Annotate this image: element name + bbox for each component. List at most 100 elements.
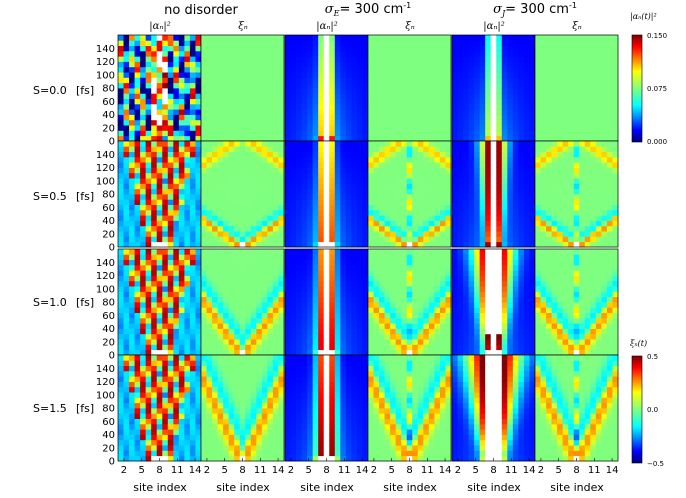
heatmap-cell [285,339,291,345]
heatmap-cell [606,93,613,99]
heatmap-cell [584,93,591,99]
heatmap-cell [452,280,458,287]
heatmap-cell [557,56,564,62]
heatmap-cell [318,280,325,287]
heatmap-cell [129,50,135,57]
heatmap-cell [584,209,591,216]
heatmap-cell [356,45,363,52]
heatmap-cell [261,167,268,174]
heatmap-cell [362,296,369,303]
heatmap-cell [267,264,274,271]
heatmap-cell [390,317,397,324]
heatmap-cell [423,183,430,190]
heatmap-cell [518,56,525,62]
heatmap-cell [312,344,319,351]
heatmap-cell [184,194,191,200]
heatmap-cell [307,88,314,94]
heatmap-cell [323,264,330,271]
heatmap-cell [612,183,619,190]
heatmap-cell [184,66,191,73]
heatmap-cell [195,280,202,287]
heatmap-cell [261,312,268,319]
heatmap-cell [428,141,435,147]
heatmap-cell [439,204,446,211]
heatmap-cell [307,259,314,266]
heatmap-cell [285,172,291,179]
heatmap-cell [217,259,224,266]
heatmap-cell [178,249,185,255]
heatmap-cell [301,236,308,243]
heatmap-cell [439,119,446,126]
panel-frame [367,140,452,248]
heatmap-cell [189,254,196,260]
heatmap-cell [296,349,302,356]
heatmap-cell [379,114,385,121]
heatmap-cell [557,45,564,52]
heatmap-cell [296,249,302,255]
heatmap-cell [573,88,580,94]
heatmap-cell [546,93,552,99]
heatmap-cell [329,209,336,216]
heatmap-cell [445,317,452,324]
heatmap-cell [206,61,213,68]
heatmap-cell [379,220,385,227]
heatmap-cell [345,291,352,298]
heatmap-cell [463,119,469,126]
heatmap-cell [412,178,419,184]
heatmap-cell [134,135,141,142]
heatmap-cell [390,77,397,84]
heatmap-cell [579,135,586,142]
heatmap-cell [307,231,314,237]
heatmap-cell [234,296,241,303]
heatmap-cell [384,236,391,243]
heatmap-cell [457,307,464,313]
heatmap-cell [267,66,274,73]
heatmap-cell [334,77,341,84]
heatmap-cell [529,135,536,142]
heatmap-cell [312,93,319,99]
heatmap-cell [162,109,169,115]
heatmap-cell [512,194,519,200]
heatmap-cell [173,307,180,313]
heatmap-cell [379,339,385,345]
heatmap-cell [595,204,602,211]
heatmap-cell [485,72,492,78]
heatmap-cell [261,241,268,248]
heatmap-cell [245,280,252,287]
heatmap-cell [390,296,397,303]
heatmap-cell [474,333,481,340]
heatmap-cell [384,35,391,41]
heatmap-cell [340,225,347,232]
heatmap-cell [535,61,541,68]
heatmap-cell [540,231,547,237]
heatmap-cell [123,225,130,232]
heatmap-cell [267,275,274,282]
heatmap-cell [217,156,224,163]
heatmap-cell [151,241,158,248]
heatmap-cell [140,72,147,78]
heatmap-cell [189,225,196,232]
heatmap-cell [584,77,591,84]
heatmap-cell [390,241,397,248]
heatmap-cell [318,119,325,126]
heatmap-cell [501,167,508,174]
heatmap-cell [234,93,241,99]
heatmap-cell [529,98,536,105]
heatmap-cell [206,225,213,232]
heatmap-cell [156,130,163,137]
heatmap-cell [512,215,519,221]
heatmap-cell [178,135,185,142]
heatmap-cell [362,317,369,324]
heatmap-cell [579,188,586,195]
heatmap-cell [590,88,597,94]
heatmap-cell [123,296,130,303]
heatmap-cell [245,323,252,329]
heatmap-cell [612,45,619,52]
heatmap-cell [496,183,503,190]
heatmap-cell [329,215,336,221]
heatmap-cell [540,204,547,211]
heatmap-cell [290,270,297,276]
heatmap-cell [546,236,552,243]
heatmap-cell [195,296,202,303]
heatmap-cell [373,323,380,329]
